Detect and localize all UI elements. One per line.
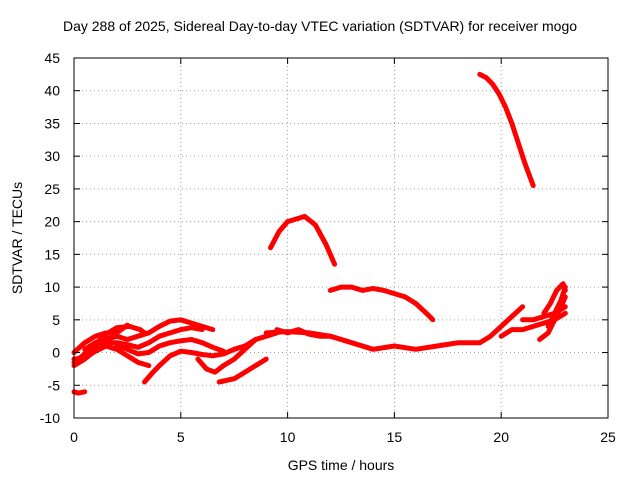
data-series-14 — [327, 284, 436, 323]
chart-title: Day 288 of 2025, Sidereal Day-to-day VTE… — [62, 18, 578, 34]
data-series-9 — [195, 337, 259, 375]
y-tick-label: 25 — [44, 181, 60, 197]
y-tick-label: 0 — [52, 345, 60, 361]
data-series-18 — [537, 294, 568, 342]
data-series-10 — [216, 356, 269, 385]
data-series-5 — [82, 317, 216, 352]
x-tick-label: 20 — [493, 429, 509, 445]
y-tick-label: 5 — [52, 312, 60, 328]
y-tick-label: 10 — [44, 279, 60, 295]
x-axis-label: GPS time / hours — [287, 457, 395, 473]
x-tick-label: 5 — [177, 429, 185, 445]
y-tick-label: 45 — [44, 50, 60, 66]
data-series-3 — [71, 330, 109, 355]
y-tick-label: -5 — [48, 377, 61, 393]
data-series-7 — [114, 337, 226, 357]
y-tick-label: 20 — [44, 214, 60, 230]
data-series-13 — [268, 213, 338, 267]
data-series-21 — [71, 389, 88, 396]
x-tick-label: 10 — [280, 429, 296, 445]
y-tick-label: -10 — [40, 410, 60, 426]
data-series-1 — [71, 323, 147, 365]
data-series-12 — [274, 327, 333, 339]
plot-border — [73, 57, 609, 419]
y-tick-label: 40 — [44, 83, 60, 99]
y-axis-label: SDTVAR / TECUs — [9, 181, 25, 295]
y-tick-label: 35 — [44, 115, 60, 131]
data-series-20 — [545, 284, 568, 329]
data-series-6 — [92, 325, 205, 350]
x-tick-label: 0 — [70, 429, 78, 445]
y-tick-label: 30 — [44, 148, 60, 164]
y-tick-label: 15 — [44, 246, 60, 262]
data-series-15 — [477, 71, 536, 189]
x-tick-label: 25 — [600, 429, 616, 445]
x-tick-label: 15 — [387, 429, 403, 445]
data-series-4 — [71, 343, 152, 369]
